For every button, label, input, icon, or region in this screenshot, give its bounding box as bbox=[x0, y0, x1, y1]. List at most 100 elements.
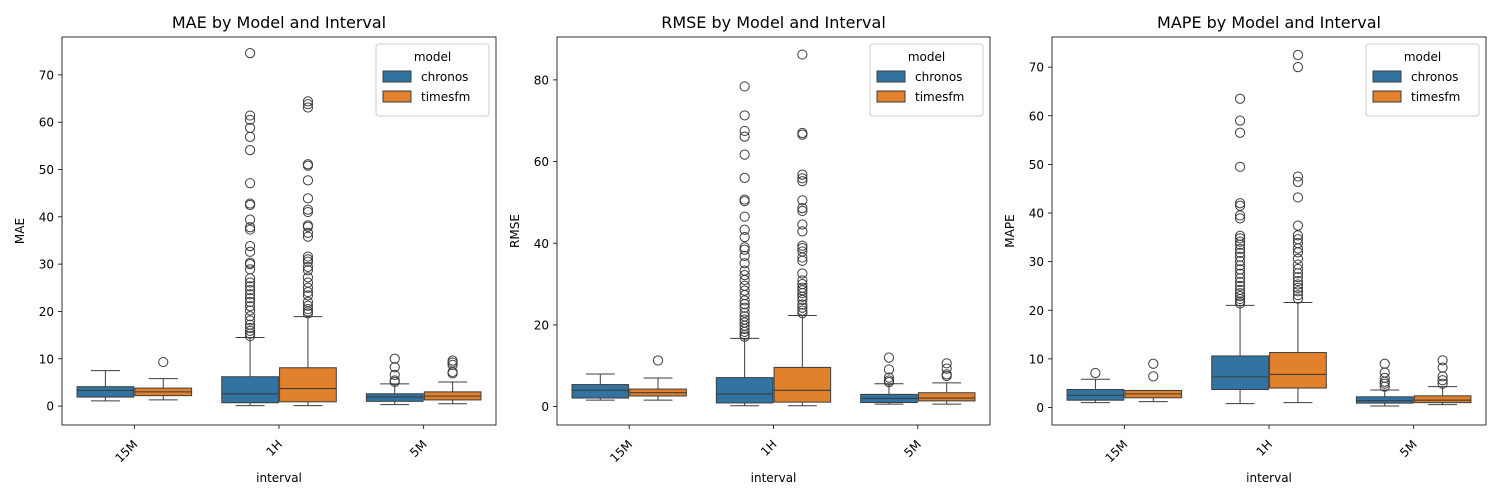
outlier-point bbox=[302, 303, 314, 315]
outlier-point bbox=[1234, 247, 1246, 258]
outlier-point bbox=[1292, 286, 1304, 297]
outlier-point bbox=[244, 114, 256, 125]
outlier-point bbox=[797, 294, 808, 306]
outlier-point bbox=[883, 352, 895, 363]
outlier-point bbox=[1437, 378, 1448, 389]
outlier-point bbox=[244, 325, 256, 336]
outlier-point bbox=[739, 270, 750, 281]
y-tick-label: 60 bbox=[39, 116, 54, 130]
outlier-point bbox=[1234, 256, 1246, 267]
x-axis-label: interval bbox=[1246, 471, 1292, 485]
outlier-point bbox=[1234, 198, 1246, 209]
outlier-point bbox=[797, 176, 808, 187]
legend: model chronos timesfm bbox=[1365, 43, 1480, 117]
chart-panel-2: MAPE by Model and Interval 0 10 20 30 40 50 60 7… bbox=[1003, 13, 1487, 485]
x-tick-label: 15M bbox=[607, 437, 635, 465]
y-axis-label: RMSE bbox=[508, 214, 522, 248]
box-chronos-1H bbox=[221, 47, 279, 407]
x-axis-label: interval bbox=[751, 471, 797, 485]
y-tick-label: 50 bbox=[1029, 158, 1044, 172]
box-iqr bbox=[917, 392, 976, 402]
outlier-point bbox=[447, 355, 458, 366]
box-chronos-15M bbox=[76, 370, 135, 402]
outlier-point bbox=[739, 307, 750, 318]
x-tick-label: 5M bbox=[407, 437, 430, 460]
box-timesfm-5M bbox=[423, 355, 482, 405]
outlier-point bbox=[739, 295, 750, 306]
outlier-point bbox=[1292, 62, 1304, 73]
box-chronos-15M bbox=[571, 373, 630, 401]
outlier-point bbox=[739, 194, 750, 205]
outlier-point bbox=[302, 220, 314, 231]
box-timesfm-15M bbox=[629, 355, 687, 401]
outlier-point bbox=[244, 305, 256, 316]
legend-swatch-timesfm bbox=[876, 90, 906, 103]
outlier-point bbox=[302, 272, 314, 283]
outlier-point bbox=[739, 172, 750, 184]
outlier-point bbox=[739, 302, 750, 313]
outlier-point bbox=[739, 314, 750, 325]
y-tick-label: 30 bbox=[1029, 255, 1044, 269]
outlier-point bbox=[797, 49, 808, 60]
legend: model chronos timesfm bbox=[869, 43, 984, 117]
outlier-point bbox=[244, 144, 256, 156]
outlier-point bbox=[389, 375, 400, 386]
outlier-point bbox=[302, 227, 314, 238]
outlier-point bbox=[1234, 230, 1246, 241]
outlier-point bbox=[797, 127, 808, 139]
outlier-point bbox=[739, 125, 750, 137]
outlier-point bbox=[302, 256, 314, 267]
legend-label-timesfm: timesfm bbox=[915, 90, 964, 104]
outlier-point bbox=[1234, 210, 1246, 221]
outlier-point bbox=[797, 302, 808, 313]
outlier-point bbox=[797, 305, 808, 316]
outlier-point bbox=[302, 206, 314, 218]
outlier-point bbox=[1437, 362, 1448, 373]
chart-title: RMSE by Model and Interval bbox=[661, 13, 886, 32]
legend-swatch-timesfm bbox=[1372, 90, 1402, 103]
outlier-point bbox=[1234, 213, 1246, 224]
outlier-point bbox=[739, 258, 750, 269]
outlier-point bbox=[797, 285, 808, 296]
box-chronos-5M bbox=[1355, 358, 1414, 407]
outlier-point bbox=[883, 364, 895, 375]
legend: model chronos timesfm bbox=[375, 43, 490, 117]
y-tick-label: 40 bbox=[39, 210, 54, 224]
legend-title: model bbox=[908, 50, 945, 64]
outlier-point bbox=[797, 268, 808, 279]
legend-swatch-timesfm bbox=[382, 90, 412, 103]
outlier-point bbox=[447, 357, 458, 368]
outlier-point bbox=[1292, 192, 1304, 203]
chart-panel-1: RMSE by Model and Interval 0 20 40 60 80 RMSE 1… bbox=[508, 13, 991, 485]
outlier-point bbox=[244, 319, 256, 330]
outlier-point bbox=[1234, 200, 1246, 211]
outlier-point bbox=[1234, 280, 1246, 292]
outlier-point bbox=[797, 246, 808, 257]
outlier-point bbox=[739, 311, 750, 322]
outlier-point bbox=[797, 173, 808, 184]
y-tick-label: 70 bbox=[39, 68, 54, 82]
outlier-point bbox=[1090, 367, 1101, 379]
legend-title: model bbox=[414, 50, 451, 64]
chart-title: MAE by Model and Interval bbox=[172, 13, 386, 32]
outlier-point bbox=[1234, 296, 1246, 307]
outlier-point bbox=[739, 131, 750, 142]
chart-title: MAPE by Model and Interval bbox=[1157, 13, 1381, 32]
legend-label-chronos: chronos bbox=[915, 70, 962, 84]
outlier-point bbox=[1292, 279, 1304, 290]
box-iqr bbox=[773, 366, 832, 403]
outlier-point bbox=[797, 243, 808, 254]
outlier-point bbox=[1148, 358, 1159, 369]
box-iqr bbox=[1211, 355, 1269, 391]
outlier-point bbox=[244, 224, 256, 235]
outlier-point bbox=[1234, 264, 1246, 275]
y-tick-label: 0 bbox=[541, 400, 549, 414]
outlier-point bbox=[883, 375, 895, 386]
outlier-point bbox=[1292, 238, 1304, 249]
outlier-point bbox=[1292, 293, 1304, 304]
outlier-point bbox=[941, 363, 952, 374]
x-tick-label: 5M bbox=[901, 437, 924, 460]
outlier-point bbox=[1234, 233, 1246, 244]
y-axis-label: MAPE bbox=[1003, 214, 1017, 247]
